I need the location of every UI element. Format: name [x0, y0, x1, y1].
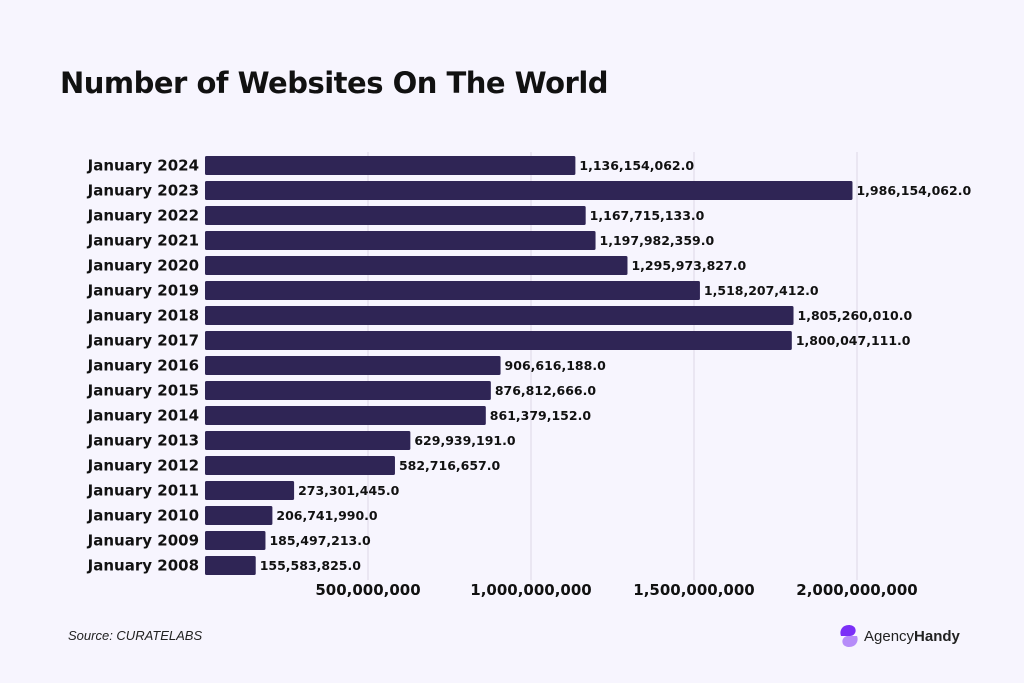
- data-label: 273,301,445.0: [298, 483, 400, 498]
- bar: [205, 331, 792, 350]
- y-category-label: January 2018: [87, 307, 199, 325]
- data-label: 1,800,047,111.0: [796, 333, 911, 348]
- y-category-label: January 2021: [87, 232, 199, 250]
- y-category-label: January 2020: [87, 257, 199, 275]
- data-label: 861,379,152.0: [490, 408, 592, 423]
- bar: [205, 306, 794, 325]
- bar: [205, 531, 266, 550]
- source-note: Source: CURATELABS: [68, 628, 203, 643]
- y-category-label: January 2011: [87, 482, 199, 500]
- data-label: 1,197,982,359.0: [600, 233, 715, 248]
- bar: [205, 556, 256, 575]
- data-label: 1,518,207,412.0: [704, 283, 819, 298]
- y-category-label: January 2023: [87, 182, 199, 200]
- y-category-label: January 2010: [87, 507, 199, 525]
- logo-text-regular: Agency: [864, 627, 915, 645]
- y-category-label: January 2009: [87, 532, 199, 550]
- y-category-label: January 2012: [87, 457, 199, 475]
- data-label: 1,295,973,827.0: [631, 258, 746, 273]
- bar: [205, 406, 486, 425]
- y-category-label: January 2022: [87, 207, 199, 225]
- chart-title: Number of Websites On The World: [60, 66, 609, 100]
- y-category-label: January 2015: [87, 382, 199, 400]
- bar: [205, 431, 411, 450]
- y-category-label: January 2017: [87, 332, 199, 350]
- bar: [205, 181, 853, 200]
- data-label: 206,741,990.0: [276, 508, 378, 523]
- bar: [205, 381, 491, 400]
- agencyhandy-logo: AgencyHandy: [838, 624, 960, 648]
- data-label: 155,583,825.0: [260, 558, 362, 573]
- bar: [205, 506, 273, 525]
- bar: [205, 281, 700, 300]
- y-category-label: January 2024: [87, 157, 199, 175]
- y-category-label: January 2016: [87, 357, 199, 375]
- bar: [205, 156, 576, 175]
- x-tick-label: 500,000,000: [315, 581, 420, 599]
- x-tick-label: 2,000,000,000: [796, 581, 917, 599]
- bar: [205, 206, 586, 225]
- data-label: 1,136,154,062.0: [579, 158, 694, 173]
- bar: [205, 231, 596, 250]
- bar-chart: 500,000,000 1,000,000,000 1,500,000,000 2,0…: [87, 152, 971, 599]
- y-category-label: January 2013: [87, 432, 199, 450]
- data-label: 185,497,213.0: [269, 533, 371, 548]
- data-label: 1,167,715,133.0: [590, 208, 705, 223]
- data-label: 629,939,191.0: [414, 433, 516, 448]
- data-label: 1,986,154,062.0: [856, 183, 971, 198]
- bar: [205, 356, 501, 375]
- bar: [205, 456, 395, 475]
- data-label: 876,812,666.0: [495, 383, 597, 398]
- y-category-label: January 2019: [87, 282, 199, 300]
- data-label: 1,805,260,010.0: [798, 308, 913, 323]
- data-label: 906,616,188.0: [505, 358, 607, 373]
- y-category-label: January 2008: [87, 557, 199, 575]
- x-tick-label: 1,500,000,000: [633, 581, 754, 599]
- x-tick-label: 1,000,000,000: [470, 581, 591, 599]
- logo-text-bold: Handy: [914, 627, 960, 645]
- logo-icon: [840, 625, 858, 647]
- bar: [205, 256, 628, 275]
- data-label: 582,716,657.0: [399, 458, 501, 473]
- y-category-label: January 2014: [87, 407, 199, 425]
- bar: [205, 481, 295, 500]
